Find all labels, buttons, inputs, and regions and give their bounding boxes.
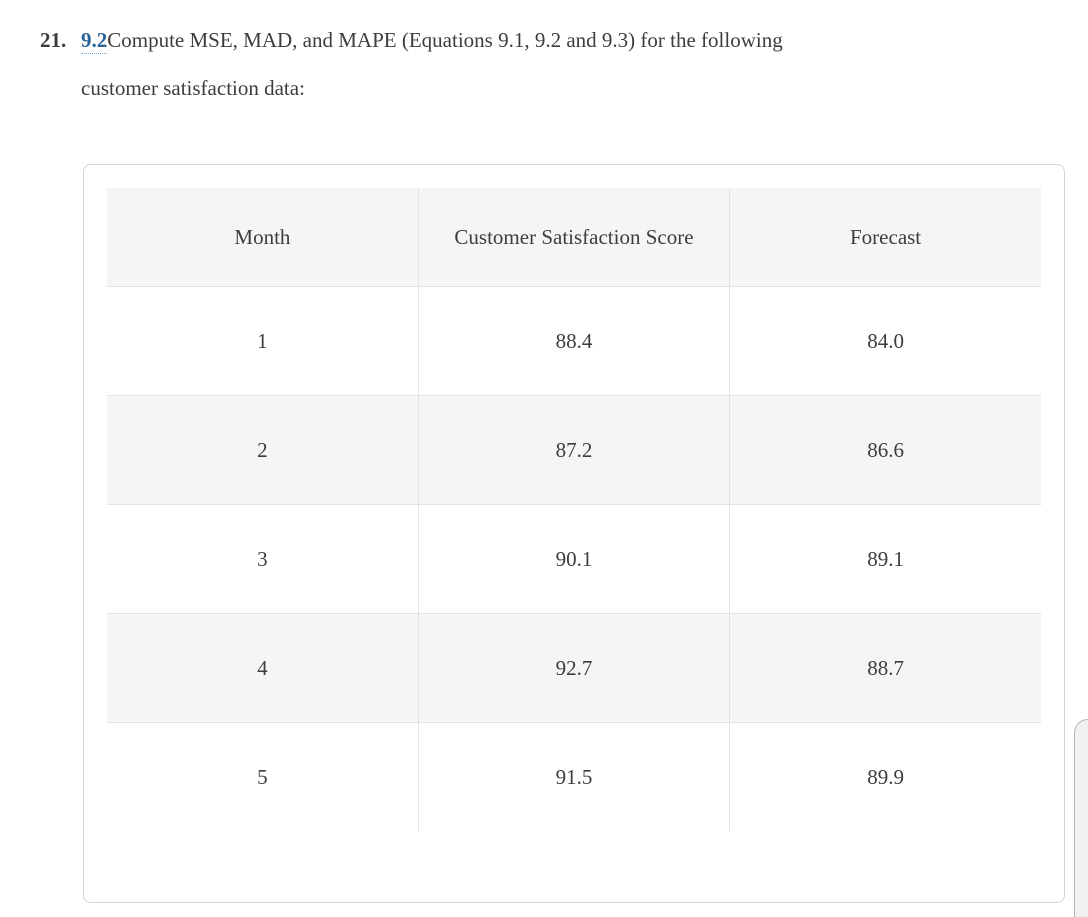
problem-number: 21. (40, 28, 67, 52)
table-row: 5 91.5 89.9 (107, 722, 1041, 831)
customer-satisfaction-table: Month Customer Satisfaction Score Foreca… (107, 188, 1041, 831)
column-header-month: Month (107, 188, 419, 287)
data-table-card: Month Customer Satisfaction Score Foreca… (83, 164, 1065, 903)
cell-month: 3 (107, 504, 419, 614)
cell-month: 2 (107, 395, 419, 505)
cell-score: 87.2 (417, 395, 730, 505)
section-link[interactable]: 9.2 (81, 28, 108, 54)
cell-month: 4 (107, 613, 419, 723)
problem-text-line2: customer satisfaction data: (81, 76, 305, 100)
cell-forecast: 89.1 (729, 504, 1041, 614)
table-row: 3 90.1 89.1 (107, 504, 1041, 614)
cell-forecast: 86.6 (729, 395, 1041, 505)
cell-month: 1 (107, 286, 419, 396)
table-row: 1 88.4 84.0 (107, 286, 1041, 396)
scrollbar-thumb[interactable] (1074, 719, 1088, 917)
cell-month: 5 (257, 765, 268, 789)
cell-forecast: 84.0 (729, 286, 1041, 396)
table-row: 2 87.2 86.6 (107, 395, 1041, 505)
problem-text: 9.2Compute MSE, MAD, and MAPE (Equations… (81, 16, 783, 112)
cell-score: 92.7 (417, 613, 730, 723)
problem-text-line1: Compute MSE, MAD, and MAPE (Equations 9.… (107, 28, 783, 52)
cell-forecast: 89.9 (729, 722, 1041, 831)
cell-score: 91.5 (417, 722, 730, 831)
problem-item: 21. 9.2Compute MSE, MAD, and MAPE (Equat… (40, 16, 1088, 112)
column-header-score: Customer Satisfaction Score (417, 188, 730, 287)
cell-forecast: 88.7 (729, 613, 1041, 723)
cell-score: 88.4 (417, 286, 730, 396)
table-row: 4 92.7 88.7 (107, 613, 1041, 723)
table-header-row: Month Customer Satisfaction Score Foreca… (107, 188, 1041, 287)
column-header-forecast: Forecast (729, 188, 1041, 287)
cell-score: 90.1 (417, 504, 730, 614)
